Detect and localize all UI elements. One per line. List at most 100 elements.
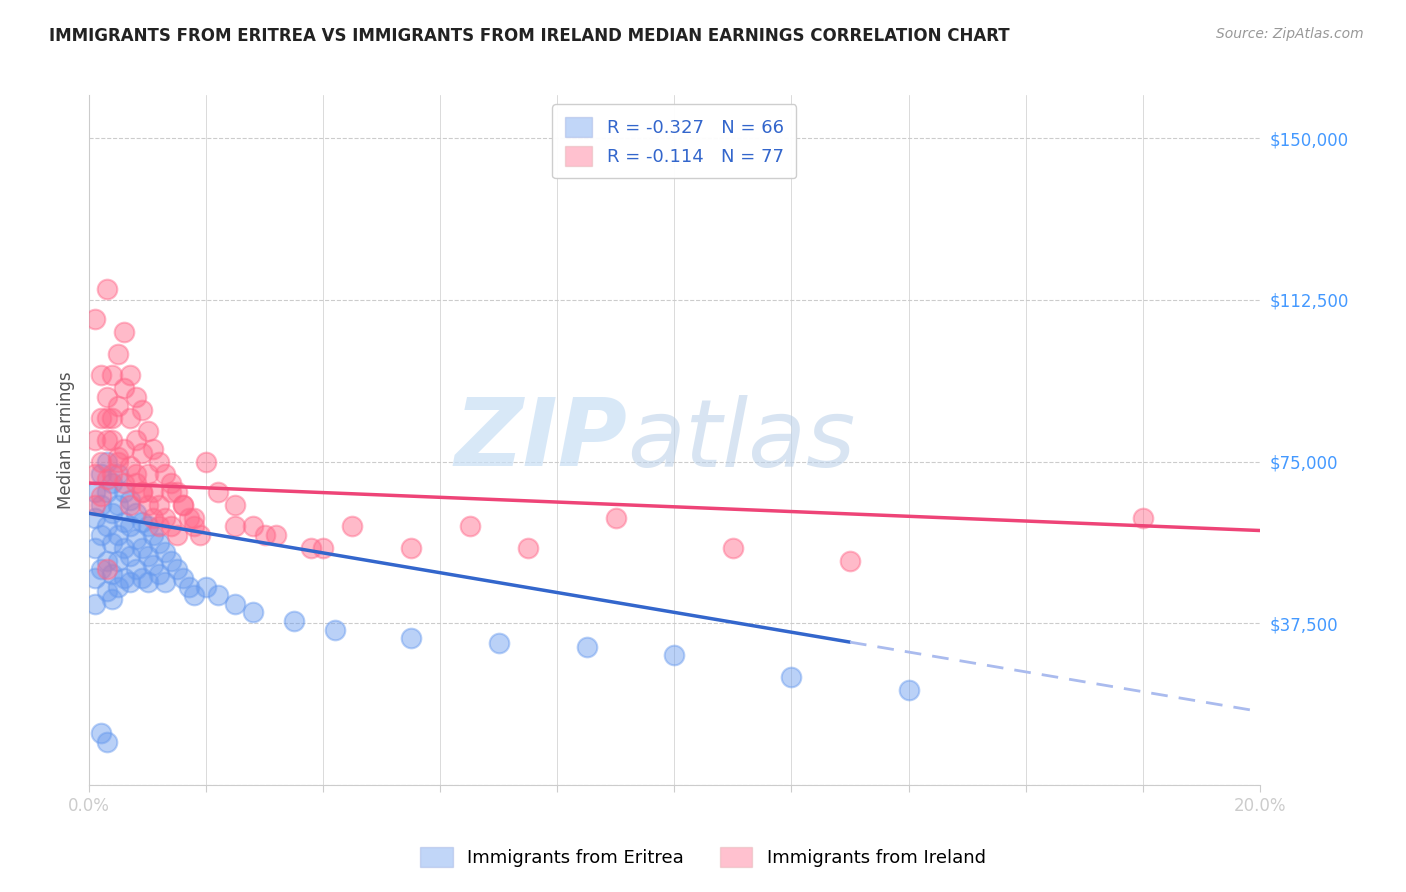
Point [131,402,153,417]
Point [107,454,129,468]
Point [101,592,124,607]
Point [112,442,135,456]
Point [153,467,176,482]
Point [96,519,118,533]
Point [101,506,124,520]
Point [90,726,112,740]
Point [188,528,211,542]
Point [177,580,200,594]
Point [172,571,194,585]
Point [458,519,481,533]
Point [148,566,170,581]
Point [118,575,141,590]
Point [96,411,118,425]
Point [125,467,148,482]
Point [96,484,118,499]
Point [125,506,148,520]
Point [224,519,246,533]
Point [96,390,118,404]
Point [112,515,135,529]
Point [131,484,153,499]
Point [283,614,305,628]
Point [84,597,107,611]
Text: ZIP: ZIP [454,394,627,486]
Point [96,734,118,748]
Point [90,498,112,512]
Point [107,498,129,512]
Point [160,476,183,491]
Point [112,541,135,555]
Point [142,484,165,499]
Point [224,597,246,611]
Point [118,519,141,533]
Point [90,562,112,576]
Point [84,541,107,555]
Point [107,450,129,465]
Point [125,562,148,576]
Point [90,454,112,468]
Point [172,498,194,512]
Point [90,528,112,542]
Point [1132,510,1154,524]
Point [84,433,107,447]
Point [207,484,229,499]
Point [839,554,862,568]
Point [90,368,112,383]
Point [118,411,141,425]
Point [721,541,744,555]
Point [153,545,176,559]
Point [301,541,323,555]
Point [96,583,118,598]
Point [517,541,540,555]
Point [96,433,118,447]
Point [118,549,141,564]
Point [399,541,422,555]
Point [148,498,170,512]
Point [253,528,276,542]
Point [136,467,159,482]
Point [96,454,118,468]
Point [84,498,107,512]
Point [160,554,183,568]
Point [172,498,194,512]
Legend: Immigrants from Eritrea, Immigrants from Ireland: Immigrants from Eritrea, Immigrants from… [413,839,993,874]
Point [125,433,148,447]
Point [166,562,188,576]
Point [183,588,205,602]
Point [183,519,205,533]
Point [142,528,165,542]
Point [131,571,153,585]
Point [84,484,107,499]
Point [160,519,183,533]
Point [153,575,176,590]
Text: atlas: atlas [627,394,856,485]
Y-axis label: Median Earnings: Median Earnings [58,371,75,508]
Point [84,312,107,326]
Point [84,467,107,482]
Point [84,571,107,585]
Point [142,510,165,524]
Point [84,510,107,524]
Point [96,554,118,568]
Point [195,454,218,468]
Point [136,498,159,512]
Point [131,446,153,460]
Point [107,528,129,542]
Point [101,467,124,482]
Point [107,399,129,413]
Text: IMMIGRANTS FROM ERITREA VS IMMIGRANTS FROM IRELAND MEDIAN EARNINGS CORRELATION C: IMMIGRANTS FROM ERITREA VS IMMIGRANTS FR… [49,27,1010,45]
Point [96,472,118,486]
Text: Source: ZipAtlas.com: Source: ZipAtlas.com [1216,27,1364,41]
Point [118,458,141,473]
Point [101,566,124,581]
Point [112,381,135,395]
Point [342,519,364,533]
Point [575,640,598,654]
Point [142,442,165,456]
Point [112,484,135,499]
Point [107,467,129,482]
Point [125,390,148,404]
Point [131,484,153,499]
Point [101,433,124,447]
Point [224,498,246,512]
